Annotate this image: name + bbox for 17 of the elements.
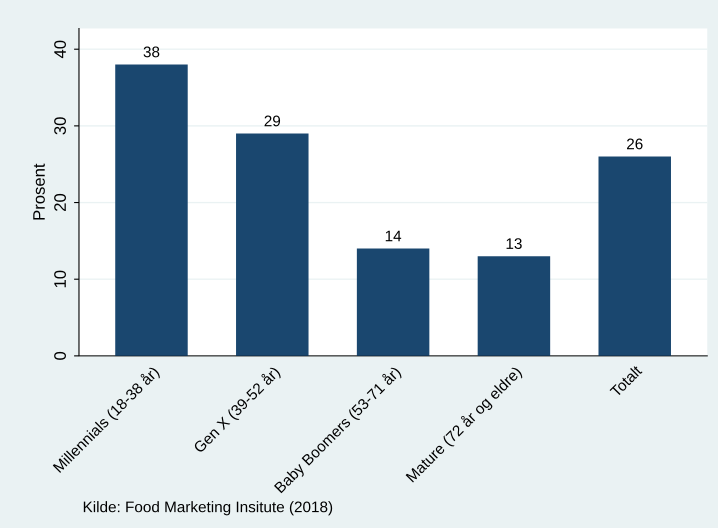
data-label: 38 — [144, 46, 160, 58]
bar — [236, 134, 309, 356]
data-label: 26 — [627, 138, 643, 150]
data-label: 14 — [386, 230, 402, 242]
bar — [478, 256, 550, 356]
bar — [598, 156, 671, 356]
y-tick-label: 0 — [54, 352, 66, 360]
data-label: 13 — [506, 238, 522, 250]
data-label: 29 — [264, 116, 280, 126]
bar — [115, 64, 188, 356]
y-axis-title: Prosent — [33, 164, 45, 220]
bar — [356, 248, 430, 356]
y-tick-label: 30 — [54, 117, 66, 135]
y-tick-label: 40 — [54, 40, 66, 58]
y-tick-label: 20 — [54, 194, 66, 211]
y-tick-label: 10 — [54, 270, 66, 288]
text: Kilde: Food Marketing Insitute (2018) — [84, 501, 332, 516]
